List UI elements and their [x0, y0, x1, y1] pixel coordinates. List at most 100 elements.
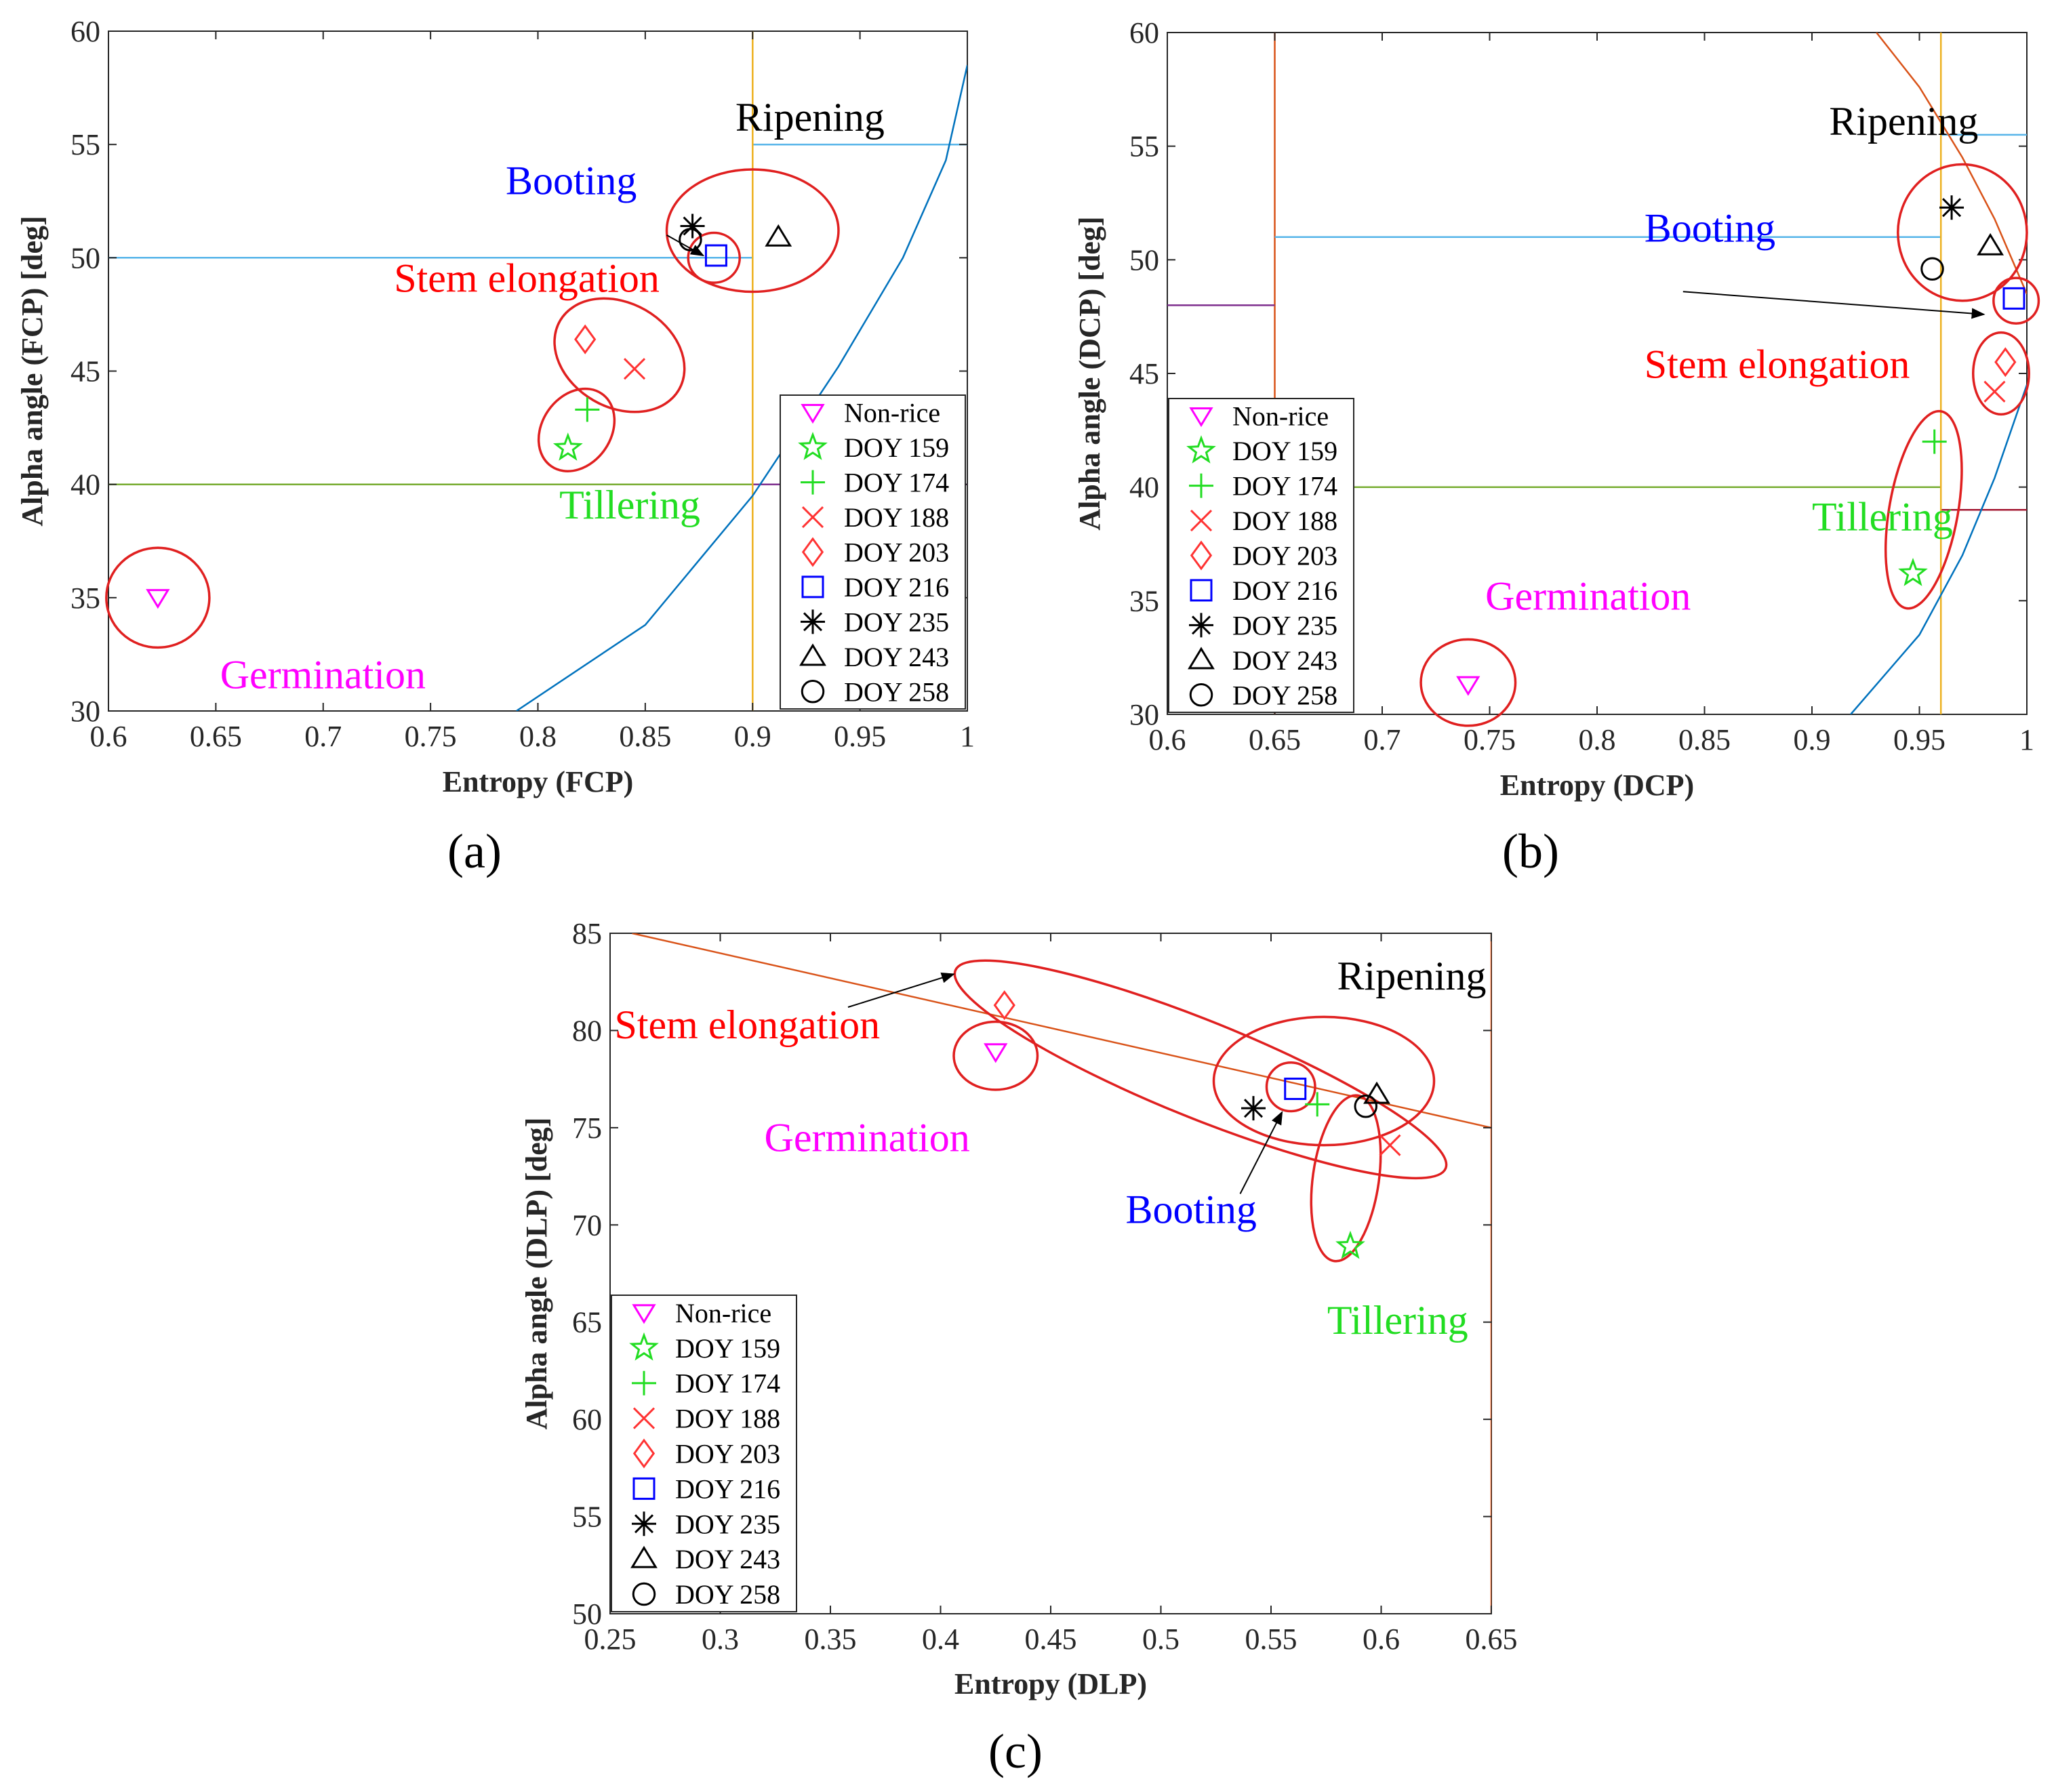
legend-label-doy-216: DOY 216 [1232, 575, 1337, 606]
stage-ellipse-0 [105, 546, 211, 649]
data-point-doy-203 [574, 324, 597, 354]
y-axis-title: Alpha angle (DLP) [deg] [520, 1118, 553, 1430]
data-point-doy-235 [680, 213, 705, 239]
legend-marker-doy-203 [632, 1438, 656, 1469]
x-tick-label: 0.6 [1149, 723, 1186, 756]
y-tick-label: 40 [1129, 471, 1159, 504]
legend-label-doy-188: DOY 188 [675, 1404, 780, 1434]
data-point-doy-258 [1354, 1095, 1377, 1118]
legend-marker-doy-203 [801, 537, 824, 567]
legend-label-doy-159: DOY 159 [675, 1333, 780, 1364]
y-tick-label: 80 [572, 1014, 602, 1047]
y-tick-label: 55 [70, 128, 100, 161]
stage-ellipse-4 [1310, 1094, 1382, 1263]
legend-marker-doy-159 [629, 1332, 659, 1361]
y-tick-label: 50 [1129, 243, 1159, 277]
legend-marker-doy-203 [1190, 540, 1213, 571]
panel-label-a: (a) [447, 824, 502, 878]
legend-marker-doy-159 [1186, 435, 1216, 464]
legend-marker-doy-188 [801, 506, 824, 529]
boundary-line-7 [1876, 33, 2027, 295]
legend-label-doy-258: DOY 258 [675, 1579, 780, 1610]
legend: Non-rice DOY 159 DOY 174 DOY 188 DOY 203 DOY … [611, 1295, 797, 1612]
data-point-doy-243 [765, 224, 792, 247]
x-tick-label: 0.65 [190, 720, 242, 753]
stage-label-booting: Booting [1126, 1187, 1257, 1231]
legend-label-doy-188: DOY 188 [844, 502, 949, 533]
data-point-doy-203 [993, 990, 1015, 1021]
stage-label-germination: Germination [1485, 574, 1691, 619]
legend-label-doy-203: DOY 203 [844, 537, 949, 568]
y-tick-label: 50 [572, 1597, 602, 1631]
legend-label-doy-258: DOY 258 [1232, 680, 1337, 710]
pointer-arrow-0 [666, 235, 705, 256]
y-tick-label: 60 [70, 15, 100, 48]
chart-c: 0.25 0.3 0.35 0.4 0.45 0.5 0.55 0.6 0.65 50 55 60 65… [520, 917, 1518, 1778]
data-point-non-rice [984, 1043, 1008, 1063]
x-tick-label: 1 [960, 720, 975, 753]
legend-marker-doy-174 [801, 470, 825, 495]
legend-box [1168, 398, 1354, 713]
boundary-line-0 [632, 933, 1491, 1129]
x-tick-label: 0.55 [1245, 1623, 1297, 1656]
legend-marker-doy-235 [801, 609, 825, 634]
data-point-doy-258 [679, 228, 702, 251]
legend-label-doy-243: DOY 243 [1232, 645, 1337, 676]
pointer-arrow-1 [1239, 1111, 1283, 1194]
x-tick-label: 0.8 [519, 720, 557, 753]
stage-label-tillering: Tillering [1812, 494, 1953, 539]
legend-label-doy-159: DOY 159 [844, 432, 949, 463]
x-tick-label: 0.25 [584, 1623, 637, 1656]
stage-label-booting: Booting [1645, 206, 1775, 251]
stage-label-ripening: Ripening [1337, 954, 1487, 998]
legend-marker-doy-258 [1189, 683, 1213, 707]
chart-b: 0.6 0.65 0.7 0.75 0.8 0.85 0.9 0.95 1 30 35 40 45 50 5… [1073, 16, 2040, 878]
x-tick-label: 0.95 [834, 720, 886, 753]
legend: Non-rice DOY 159 DOY 174 DOY 188 DOY 203 DOY … [1168, 398, 1354, 713]
stage-label-ripening: Ripening [1829, 99, 1978, 144]
legend-label-doy-216: DOY 216 [675, 1473, 780, 1504]
x-tick-label: 0.65 [1466, 1623, 1518, 1656]
stage-ellipse-1 [953, 959, 1448, 1180]
x-tick-label: 0.4 [922, 1623, 959, 1656]
x-tick-label: 1 [2019, 723, 2034, 756]
stage-label-stem-elongation: Stem elongation [615, 1002, 881, 1047]
legend: Non-rice DOY 159 DOY 174 DOY 188 DOY 203 DOY … [780, 394, 966, 710]
y-tick-label: 75 [572, 1112, 602, 1145]
legend-label-doy-159: DOY 159 [1232, 436, 1337, 466]
data-point-doy-174 [1305, 1092, 1330, 1117]
data-point-doy-216 [1284, 1077, 1307, 1100]
legend-label-doy-203: DOY 203 [1232, 541, 1337, 571]
legend-marker-doy-258 [801, 680, 825, 704]
data-point-doy-159 [1898, 557, 1928, 586]
legend-marker-doy-235 [1189, 613, 1213, 638]
data-point-non-rice [146, 589, 170, 609]
stage-label-booting: Booting [506, 159, 637, 203]
stage-ellipse-4 [1897, 163, 2028, 302]
legend-marker-doy-243 [1188, 647, 1215, 670]
data-point-doy-174 [1922, 429, 1947, 454]
x-tick-label: 0.6 [90, 720, 127, 753]
stage-ellipse-2 [1972, 331, 2030, 416]
stage-ellipse-0 [1419, 638, 1517, 727]
pointer-arrow-0 [1682, 291, 1986, 319]
legend-marker-non-rice [801, 403, 825, 424]
y-tick-label: 85 [572, 917, 602, 950]
y-tick-label: 60 [1129, 16, 1159, 49]
y-tick-label: 70 [572, 1208, 602, 1242]
data-point-doy-159 [552, 432, 583, 461]
data-point-doy-235 [1241, 1096, 1266, 1121]
stage-ellipse-2 [1212, 1015, 1436, 1147]
legend-marker-doy-243 [630, 1545, 658, 1568]
x-tick-label: 0.45 [1025, 1623, 1077, 1656]
legend-marker-doy-258 [632, 1582, 656, 1606]
x-axis-title: Entropy (DCP) [1500, 769, 1694, 802]
legend-marker-non-rice [1189, 407, 1213, 428]
stage-ellipse-1 [537, 387, 616, 472]
legend-label-doy-258: DOY 258 [844, 676, 949, 707]
y-tick-label: 50 [70, 241, 100, 274]
stage-label-stem-elongation: Stem elongation [394, 256, 660, 300]
legend-box [780, 394, 966, 710]
x-tick-label: 0.9 [1794, 723, 1831, 756]
